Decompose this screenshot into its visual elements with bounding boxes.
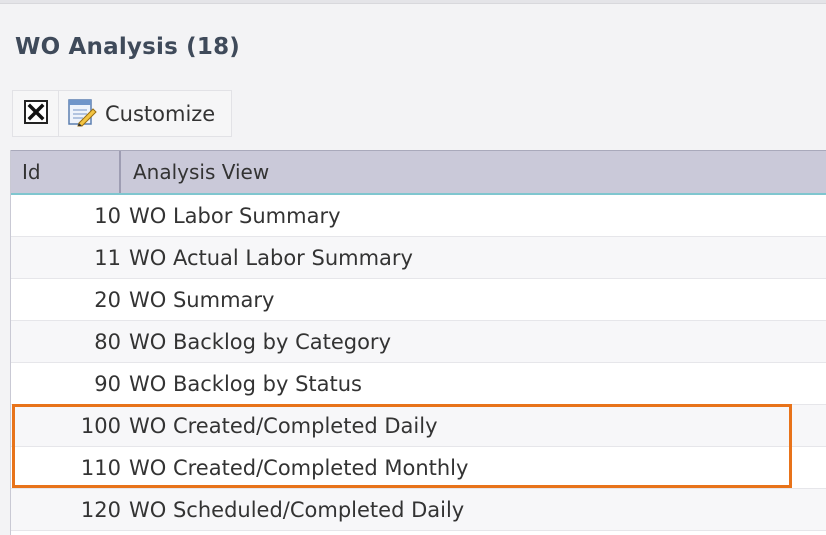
top-bar bbox=[0, 0, 826, 4]
row-id: 80 bbox=[94, 329, 121, 354]
row-id: 120 bbox=[80, 497, 121, 522]
customize-label: Customize bbox=[105, 101, 216, 126]
row-id: 11 bbox=[94, 245, 121, 270]
table-row[interactable]: 120 WO Scheduled/Completed Daily bbox=[11, 489, 826, 531]
row-analysis-view: WO Backlog by Status bbox=[129, 371, 362, 396]
row-id: 110 bbox=[80, 455, 121, 480]
close-button[interactable] bbox=[12, 90, 59, 137]
grid-header: Id Analysis View bbox=[11, 150, 826, 195]
customize-button[interactable]: Customize bbox=[59, 90, 232, 137]
table-row[interactable]: 90 WO Backlog by Status bbox=[11, 363, 826, 405]
row-analysis-view: WO Summary bbox=[129, 287, 275, 312]
row-analysis-view: WO Actual Labor Summary bbox=[129, 245, 413, 270]
table-row[interactable]: 100 WO Created/Completed Daily bbox=[11, 405, 826, 447]
table-row[interactable]: 10 WO Labor Summary bbox=[11, 195, 826, 237]
row-id: 20 bbox=[94, 287, 121, 312]
table-row[interactable]: 20 WO Summary bbox=[11, 279, 826, 321]
row-analysis-view: WO Created/Completed Daily bbox=[129, 413, 438, 438]
row-analysis-view: WO Labor Summary bbox=[129, 203, 341, 228]
wo-analysis-panel: WO Analysis (18) bbox=[0, 4, 826, 535]
row-analysis-view: WO Scheduled/Completed Daily bbox=[129, 497, 465, 522]
table-row[interactable]: 11 WO Actual Labor Summary bbox=[11, 237, 826, 279]
customize-edit-icon bbox=[67, 97, 97, 131]
grid-body: 10 WO Labor Summary 11 WO Actual Labor S… bbox=[11, 195, 826, 531]
analysis-grid: Id Analysis View 10 WO Labor Summary 11 … bbox=[10, 150, 826, 535]
column-header-id[interactable]: Id bbox=[11, 151, 121, 193]
row-analysis-view: WO Backlog by Category bbox=[129, 329, 391, 354]
page-title: WO Analysis (18) bbox=[15, 34, 241, 60]
row-analysis-view: WO Created/Completed Monthly bbox=[129, 455, 469, 480]
row-id: 100 bbox=[80, 413, 121, 438]
column-header-analysis-view[interactable]: Analysis View bbox=[133, 160, 270, 184]
row-id: 10 bbox=[94, 203, 121, 228]
close-icon bbox=[23, 99, 48, 128]
table-row[interactable]: 80 WO Backlog by Category bbox=[11, 321, 826, 363]
table-row[interactable]: 110 WO Created/Completed Monthly bbox=[11, 447, 826, 489]
toolbar: Customize bbox=[12, 90, 232, 137]
row-id: 90 bbox=[94, 371, 121, 396]
